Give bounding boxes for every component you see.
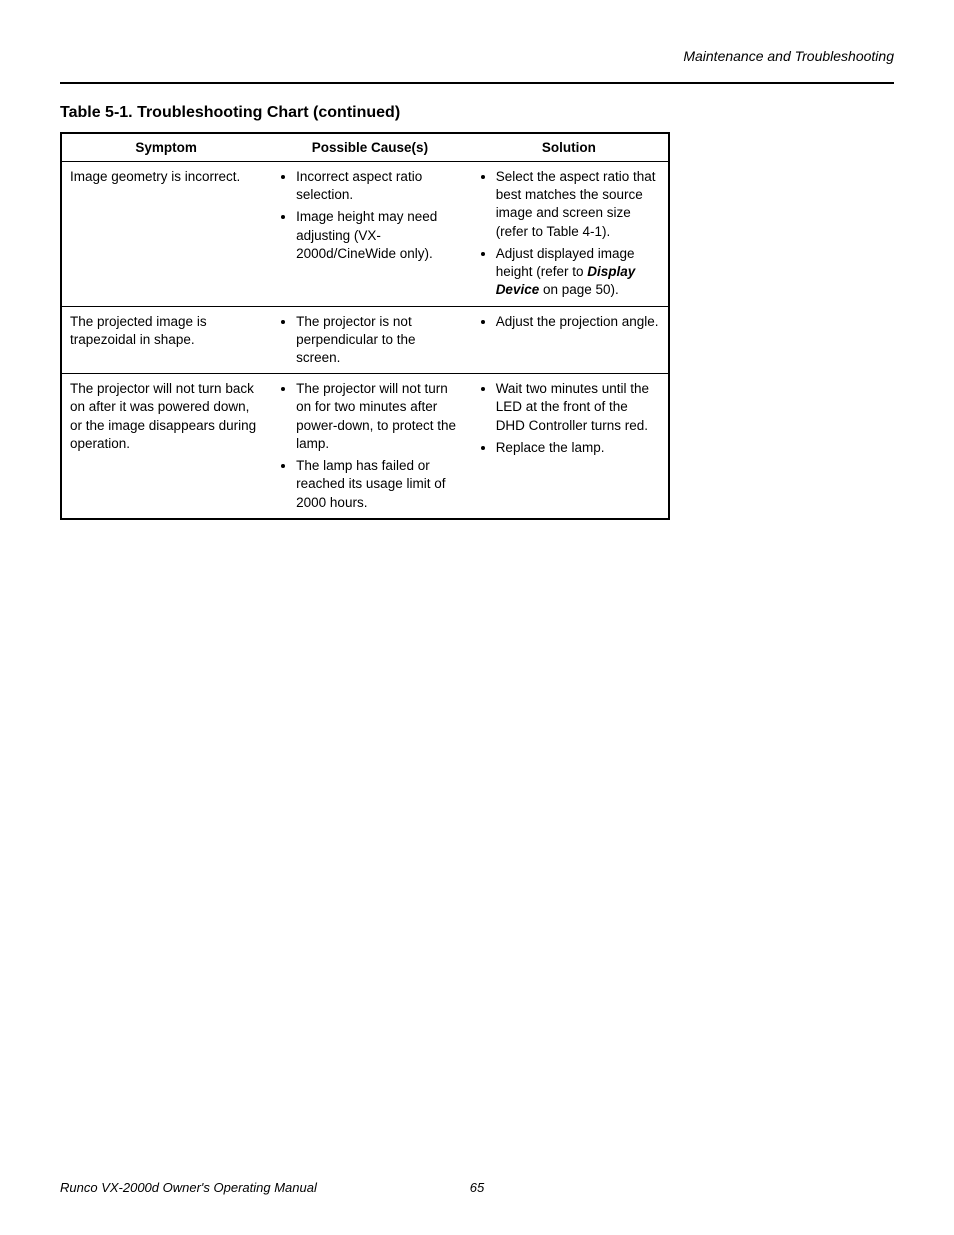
solution-item: Wait two minutes until the LED at the fr… (496, 380, 660, 435)
section-header: Maintenance and Troubleshooting (60, 48, 894, 64)
symptom-cell: The projector will not turn back on afte… (61, 374, 270, 519)
solution-item: Select the aspect ratio that best matche… (496, 168, 660, 241)
cause-item: Image height may need adjusting (VX-2000… (296, 208, 462, 263)
solution-cell: Select the aspect ratio that best matche… (470, 162, 669, 307)
symptom-cell: The projected image is trapezoidal in sh… (61, 306, 270, 374)
solution-item: Replace the lamp. (496, 439, 660, 457)
footer-manual-title: Runco VX-2000d Owner's Operating Manual (60, 1180, 317, 1195)
table-title: Table 5-1. Troubleshooting Chart (contin… (60, 104, 894, 122)
col-solution: Solution (470, 133, 669, 162)
col-symptom: Symptom (61, 133, 270, 162)
solution-item: Adjust the projection angle. (496, 313, 660, 331)
cause-cell: The projector will not turn on for two m… (270, 374, 470, 519)
cause-item: Incorrect aspect ratio selection. (296, 168, 462, 204)
footer-page-number: 65 (470, 1180, 484, 1195)
solution-text-suffix: on page 50). (539, 282, 619, 297)
solution-cell: Adjust the projection angle. (470, 306, 669, 374)
table-row: Image geometry is incorrect. Incorrect a… (61, 162, 669, 307)
header-rule (60, 82, 894, 84)
cause-cell: Incorrect aspect ratio selection. Image … (270, 162, 470, 307)
cause-item: The projector will not turn on for two m… (296, 380, 462, 453)
table-row: The projected image is trapezoidal in sh… (61, 306, 669, 374)
table-row: The projector will not turn back on afte… (61, 374, 669, 519)
page-footer: Runco VX-2000d Owner's Operating Manual … (60, 1180, 894, 1195)
col-cause: Possible Cause(s) (270, 133, 470, 162)
cause-item: The lamp has failed or reached its usage… (296, 457, 462, 512)
table-header-row: Symptom Possible Cause(s) Solution (61, 133, 669, 162)
cause-item: The projector is not perpendicular to th… (296, 313, 462, 368)
solution-item: Adjust displayed image height (refer to … (496, 245, 660, 300)
symptom-cell: Image geometry is incorrect. (61, 162, 270, 307)
troubleshooting-table: Symptom Possible Cause(s) Solution Image… (60, 132, 670, 520)
cause-cell: The projector is not perpendicular to th… (270, 306, 470, 374)
solution-cell: Wait two minutes until the LED at the fr… (470, 374, 669, 519)
